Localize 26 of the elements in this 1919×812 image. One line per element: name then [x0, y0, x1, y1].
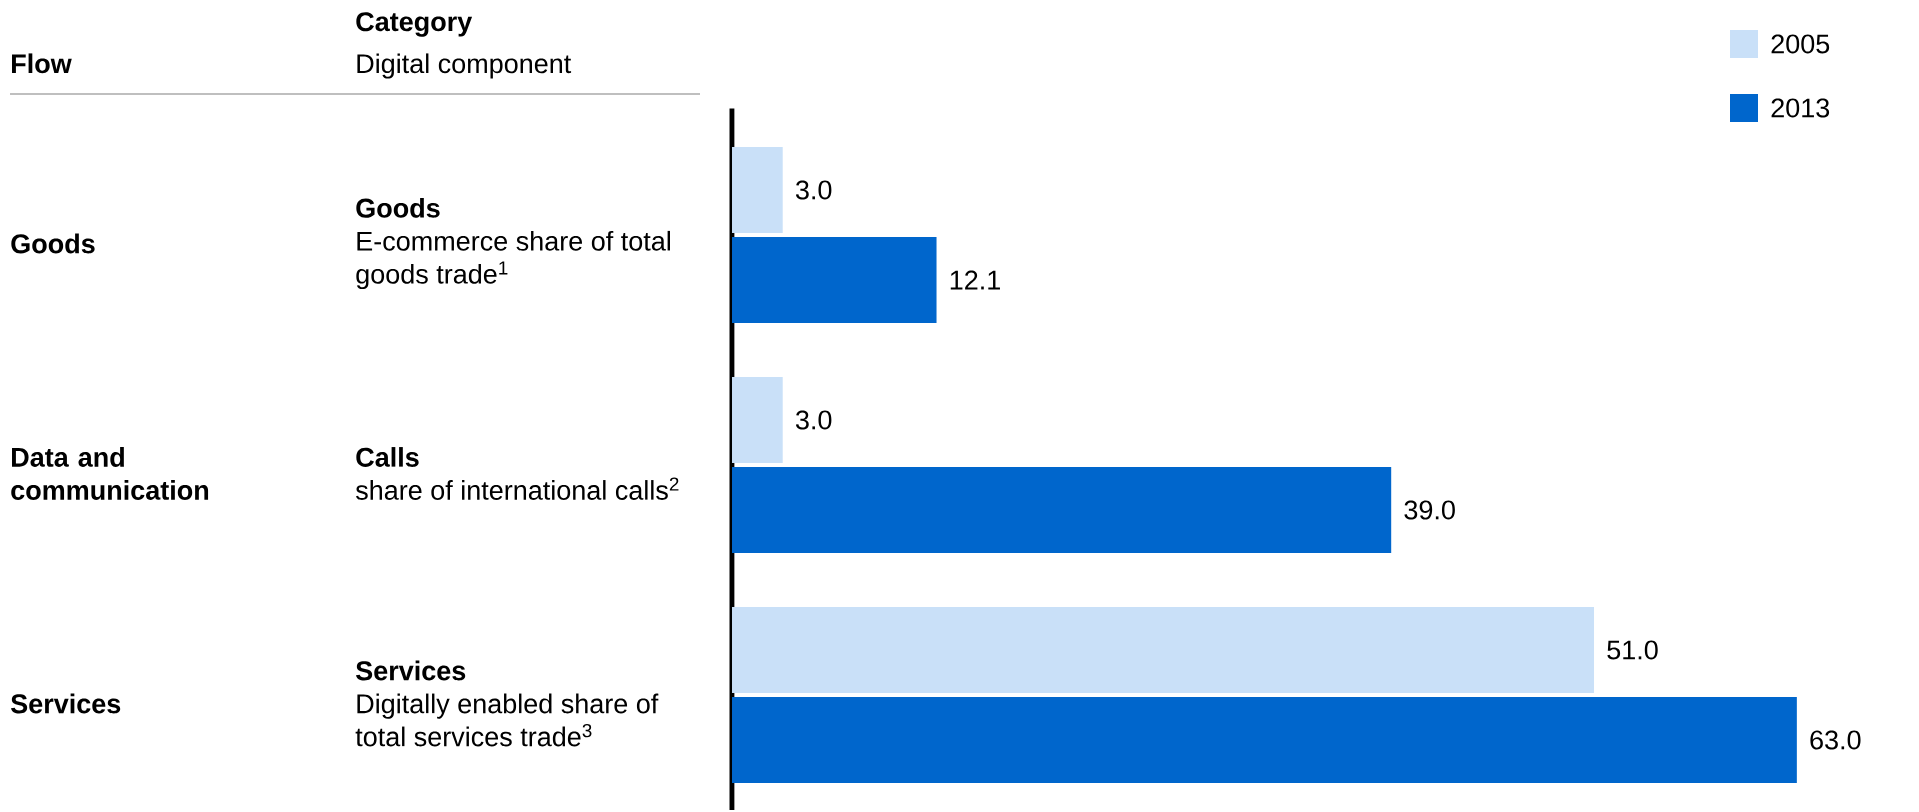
- bar: [732, 236, 937, 323]
- text: Digital component: [357, 53, 572, 79]
- data-label: 51.0: [1607, 640, 1658, 660]
- bar: [732, 146, 783, 233]
- data-label: 3.0: [795, 410, 832, 430]
- y-tick-label: Services: [356, 660, 466, 681]
- y-tick-label: Goods: [356, 197, 440, 218]
- data-label: 12.1: [950, 270, 1000, 290]
- data-label: 63.0: [1810, 730, 1861, 750]
- data-label: 39.0: [1404, 500, 1455, 520]
- text: Category: [356, 11, 473, 37]
- bar: [732, 696, 1797, 783]
- bar: [732, 466, 1392, 553]
- text: Services: [11, 693, 121, 714]
- text: Data and communication: [11, 446, 209, 500]
- legend-label: 2013: [1771, 98, 1830, 118]
- text: E-commerce share of total goods trade$^{1}$: [356, 230, 670, 289]
- y-tick-label: Calls: [356, 446, 419, 467]
- text: Digitally enabled share of total services trade$^{3}$: [355, 693, 659, 747]
- text: Flow: [12, 53, 72, 74]
- data-label: 3.0: [795, 180, 832, 200]
- text: Goods: [11, 233, 95, 254]
- bar: [732, 606, 1595, 693]
- bar: [732, 376, 783, 463]
- text: share of international calls$^{2}$: [355, 477, 679, 500]
- legend-label: 2005: [1771, 34, 1830, 54]
